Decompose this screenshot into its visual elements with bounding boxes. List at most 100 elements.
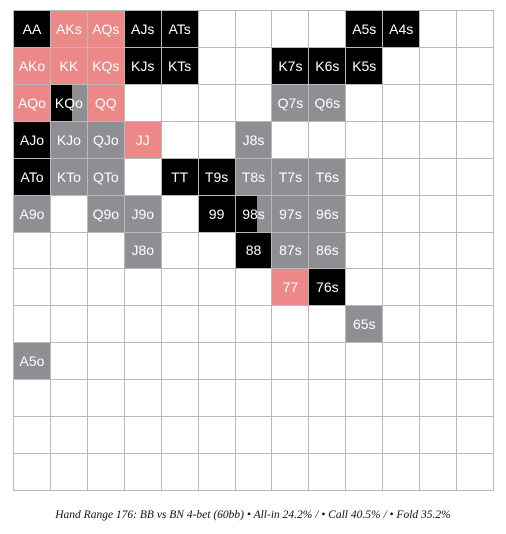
hand-cell-k6s: K6s <box>309 47 347 85</box>
hand-label: T9s <box>204 168 229 185</box>
empty-hand-cell <box>198 454 236 491</box>
hand-cell-a4s: A4s <box>383 11 421 48</box>
empty-hand-cell <box>161 269 199 307</box>
empty-hand-cell <box>87 306 125 344</box>
empty-hand-cell <box>457 232 494 270</box>
empty-hand-cell <box>50 269 88 307</box>
empty-hand-cell <box>50 195 88 233</box>
empty-hand-cell <box>383 47 421 85</box>
empty-hand-cell <box>235 380 273 418</box>
empty-hand-cell <box>346 232 384 270</box>
hand-cell-98s: 98s <box>235 195 273 233</box>
hand-cell-kjo: KJo <box>50 121 88 159</box>
hand-label: AQs <box>92 20 120 37</box>
empty-hand-cell <box>198 121 236 159</box>
empty-hand-cell <box>420 47 458 85</box>
empty-hand-cell <box>124 417 162 455</box>
empty-hand-cell <box>87 417 125 455</box>
hand-label: 97s <box>279 205 302 222</box>
empty-hand-cell <box>124 454 162 491</box>
hand-cell-88: 88 <box>235 232 273 270</box>
empty-hand-cell <box>420 269 458 307</box>
empty-hand-cell <box>14 306 51 344</box>
empty-hand-cell <box>346 269 384 307</box>
hand-label: J8o <box>131 242 155 259</box>
empty-hand-cell <box>383 158 421 196</box>
hand-label: K7s <box>278 57 303 74</box>
empty-hand-cell <box>309 306 347 344</box>
empty-hand-cell <box>50 417 88 455</box>
hand-label: Q6s <box>314 94 341 111</box>
empty-hand-cell <box>420 232 458 270</box>
empty-hand-cell <box>124 380 162 418</box>
empty-hand-cell <box>457 343 494 381</box>
hand-label: Q7s <box>277 94 304 111</box>
empty-hand-cell <box>124 158 162 196</box>
hand-cell-ajs: AJs <box>124 11 162 48</box>
empty-hand-cell <box>124 306 162 344</box>
empty-hand-cell <box>309 11 347 48</box>
hand-label: KQo <box>54 94 83 111</box>
empty-hand-cell <box>383 343 421 381</box>
empty-hand-cell <box>198 269 236 307</box>
hand-cell-jj: JJ <box>124 121 162 159</box>
hand-label: T6s <box>315 168 339 185</box>
hand-label: KJs <box>131 57 155 74</box>
empty-hand-cell <box>198 343 236 381</box>
empty-hand-cell <box>272 454 310 491</box>
empty-hand-cell <box>14 380 51 418</box>
empty-hand-cell <box>420 121 458 159</box>
hand-label: QQ <box>94 94 117 111</box>
hand-cell-tt: TT <box>161 158 199 196</box>
empty-hand-cell <box>235 269 273 307</box>
empty-hand-cell <box>161 306 199 344</box>
empty-hand-cell <box>272 121 310 159</box>
hand-cell-65s: 65s <box>346 306 384 344</box>
hand-cell-kqs: KQs <box>87 47 125 85</box>
hand-label: ATo <box>20 168 44 185</box>
empty-hand-cell <box>87 454 125 491</box>
hand-label: AJo <box>19 131 45 148</box>
hand-label: QTo <box>92 168 119 185</box>
empty-hand-cell <box>124 269 162 307</box>
hand-label: 65s <box>352 316 376 333</box>
hand-cell-ato: ATo <box>14 158 51 196</box>
empty-hand-cell <box>235 306 273 344</box>
empty-hand-cell <box>235 454 273 491</box>
empty-hand-cell <box>198 84 236 122</box>
hand-label: AKs <box>56 20 82 37</box>
empty-hand-cell <box>161 84 199 122</box>
hand-label: AJs <box>131 20 155 37</box>
hand-label: J9o <box>131 205 155 222</box>
empty-hand-cell <box>161 232 199 270</box>
empty-hand-cell <box>161 454 199 491</box>
hand-label: AQo <box>17 94 46 111</box>
hand-cell-k5s: K5s <box>346 47 384 85</box>
empty-hand-cell <box>87 269 125 307</box>
empty-hand-cell <box>87 232 125 270</box>
hand-label: AKo <box>18 57 46 74</box>
hand-cell-kk: KK <box>50 47 88 85</box>
hand-label: 76s <box>316 279 339 296</box>
empty-hand-cell <box>272 380 310 418</box>
hand-label: 77 <box>282 279 299 296</box>
empty-hand-cell <box>161 380 199 418</box>
hand-cell-aqo: AQo <box>14 84 51 122</box>
empty-hand-cell <box>457 454 494 491</box>
empty-hand-cell <box>198 11 236 48</box>
empty-hand-cell <box>457 121 494 159</box>
empty-hand-cell <box>420 84 458 122</box>
empty-hand-cell <box>457 158 494 196</box>
hand-cell-j8s: J8s <box>235 121 273 159</box>
empty-hand-cell <box>14 454 51 491</box>
hand-cell-99: 99 <box>198 195 236 233</box>
empty-hand-cell <box>420 343 458 381</box>
empty-hand-cell <box>420 454 458 491</box>
hand-cell-77: 77 <box>272 269 310 307</box>
empty-hand-cell <box>383 195 421 233</box>
empty-hand-cell <box>420 380 458 418</box>
empty-hand-cell <box>346 195 384 233</box>
empty-hand-cell <box>457 269 494 307</box>
empty-hand-cell <box>457 47 494 85</box>
hand-cell-kjs: KJs <box>124 47 162 85</box>
